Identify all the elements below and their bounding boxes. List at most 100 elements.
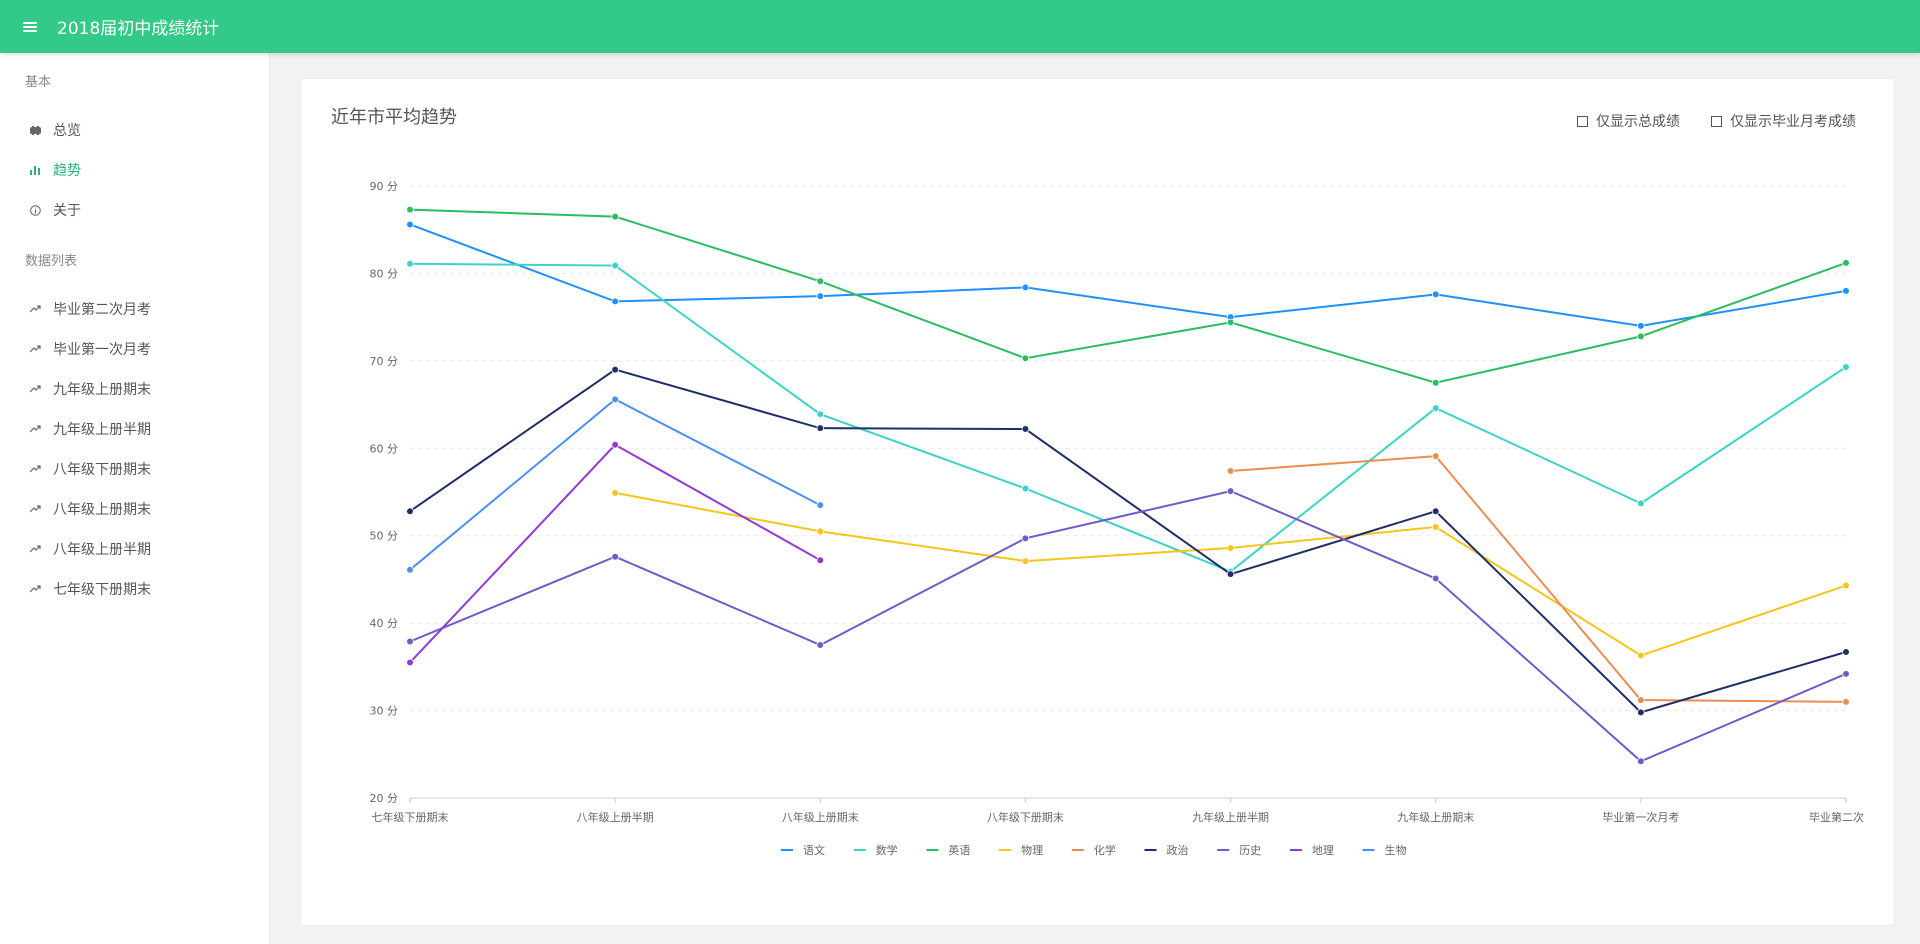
data-point xyxy=(1021,354,1030,363)
data-point xyxy=(816,292,825,300)
trend-icon xyxy=(29,303,41,315)
y-tick-label: 70 分 xyxy=(370,355,399,368)
sidebar-item-data-3[interactable]: 九年级上册半期 xyxy=(0,409,269,449)
data-point xyxy=(611,552,619,561)
data-point xyxy=(1431,507,1440,516)
sidebar-item-label: 总览 xyxy=(53,123,81,139)
data-point xyxy=(611,489,619,497)
sidebar-item-label: 趋势 xyxy=(53,163,81,179)
y-tick-label: 90 分 xyxy=(370,180,399,193)
card-title: 近年市平均趋势 xyxy=(331,107,457,128)
trend-icon xyxy=(29,463,41,475)
legend-label: 政治 xyxy=(1167,843,1189,857)
app-title: 2018届初中成绩统计 xyxy=(57,19,220,39)
series-line-6 xyxy=(409,490,1847,763)
data-point xyxy=(1431,378,1440,387)
sidebar-item-overview[interactable]: 总览 xyxy=(0,110,269,150)
data-point xyxy=(816,410,825,418)
data-point xyxy=(611,297,619,306)
checkbox-box[interactable] xyxy=(1711,115,1722,127)
legend-label: 历史 xyxy=(1239,844,1261,857)
data-point xyxy=(1842,648,1850,656)
x-tick-label: 九年级上册半期 xyxy=(1192,810,1269,824)
legend-label: 地理 xyxy=(1312,844,1334,857)
data-point xyxy=(1637,651,1645,660)
legend-label: 化学 xyxy=(1094,843,1116,857)
data-point xyxy=(1842,363,1850,371)
top-app-bar: 2018届初中成绩统计 xyxy=(0,0,1920,53)
data-point xyxy=(1431,523,1440,531)
data-point xyxy=(1842,670,1850,678)
sidebar-item-trend[interactable]: 趋势 xyxy=(0,150,269,190)
data-point xyxy=(1637,322,1645,330)
data-point xyxy=(1431,290,1440,299)
sidebar-item-data-0[interactable]: 毕业第二次月考 xyxy=(0,289,269,329)
legend-label: 生物 xyxy=(1385,843,1407,857)
data-point xyxy=(1226,544,1235,552)
series-line-8 xyxy=(409,398,821,571)
y-tick-label: 40 分 xyxy=(370,617,399,630)
data-point xyxy=(816,556,825,564)
data-point xyxy=(1842,698,1850,706)
data-point xyxy=(816,277,825,286)
data-point xyxy=(611,212,619,221)
info-icon xyxy=(29,204,41,216)
data-point xyxy=(816,501,825,509)
x-tick-label: 八年级上册期末 xyxy=(782,810,859,824)
menu-icon[interactable] xyxy=(23,21,37,32)
data-point xyxy=(406,507,414,516)
data-point xyxy=(1637,696,1645,704)
sidebar-item-about[interactable]: 关于 xyxy=(0,190,269,230)
checkbox-box[interactable] xyxy=(1577,115,1588,127)
sidebar-section-data: 数据列表 xyxy=(25,254,78,269)
sidebar-item-label: 九年级上册期末 xyxy=(53,382,151,398)
x-tick-label: 八年级下册期末 xyxy=(987,810,1064,824)
sidebar-section-basic: 基本 xyxy=(25,75,52,90)
data-point xyxy=(406,566,414,574)
data-point xyxy=(1842,287,1850,295)
data-point xyxy=(1637,499,1645,508)
sidebar-item-label: 关于 xyxy=(53,203,81,219)
data-point xyxy=(816,527,825,536)
sidebar-item-data-2[interactable]: 九年级上册期末 xyxy=(0,369,269,409)
sidebar-item-label: 八年级上册半期 xyxy=(53,542,151,558)
data-point xyxy=(1637,757,1645,766)
checkbox-label: 仅显示总成绩 xyxy=(1596,114,1680,130)
data-point xyxy=(816,641,825,649)
show-monthly-only-checkbox[interactable]: 仅显示毕业月考成绩 xyxy=(1711,111,1856,131)
data-point xyxy=(1431,574,1440,583)
data-point xyxy=(406,658,414,667)
data-point xyxy=(1226,570,1235,578)
y-tick-label: 20 分 xyxy=(370,792,399,805)
sidebar-item-label: 八年级上册期末 xyxy=(53,502,151,518)
series-line-5 xyxy=(409,368,1847,714)
trend-icon xyxy=(29,423,41,435)
x-tick-label: 毕业第二次 xyxy=(1809,810,1864,824)
sidebar-item-label: 八年级下册期末 xyxy=(53,462,151,478)
data-point xyxy=(1226,318,1235,327)
sidebar-item-label: 毕业第一次月考 xyxy=(53,342,151,358)
y-tick-label: 30 分 xyxy=(370,705,399,718)
bar-chart-icon xyxy=(29,164,41,176)
x-tick-label: 八年级上册半期 xyxy=(577,810,654,824)
sidebar-item-data-5[interactable]: 八年级上册期末 xyxy=(0,489,269,529)
data-point xyxy=(1021,425,1030,433)
sidebar-item-data-4[interactable]: 八年级下册期末 xyxy=(0,449,269,489)
sidebar-item-data-7[interactable]: 七年级下册期末 xyxy=(0,569,269,609)
data-point xyxy=(1226,487,1235,495)
sidebar-item-label: 七年级下册期末 xyxy=(53,582,151,598)
sidebar-item-data-1[interactable]: 毕业第一次月考 xyxy=(0,329,269,369)
trend-icon xyxy=(29,503,41,515)
sidebar: 基本 总览 趋势 关于 数据列表 毕业第二次月考毕业第一次月考 九年级上册期末九年… xyxy=(0,53,270,944)
data-point xyxy=(1431,404,1440,412)
data-point xyxy=(1637,708,1645,717)
trend-icon xyxy=(29,343,41,355)
sidebar-item-data-6[interactable]: 八年级上册半期 xyxy=(0,529,269,569)
series-line-4 xyxy=(1230,455,1847,703)
y-tick-label: 60 分 xyxy=(370,442,399,455)
show-total-only-checkbox[interactable]: 仅显示总成绩 xyxy=(1577,111,1680,131)
data-point xyxy=(406,260,414,268)
data-point xyxy=(1021,534,1030,543)
legend-label: 物理 xyxy=(1021,843,1043,857)
